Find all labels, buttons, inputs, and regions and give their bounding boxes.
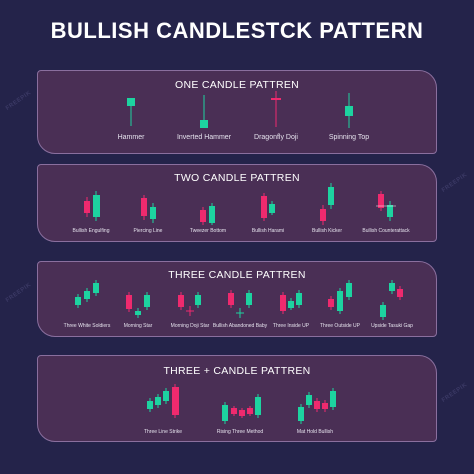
candle-body bbox=[269, 204, 275, 213]
page-title: BULLISH CANDLESTCK PATTERN bbox=[50, 18, 424, 43]
candle-body bbox=[163, 391, 169, 401]
candle-body bbox=[147, 401, 153, 409]
candle-body bbox=[380, 305, 386, 317]
candle-body bbox=[200, 120, 208, 128]
candle-body bbox=[389, 283, 395, 291]
candle-body bbox=[155, 397, 161, 405]
pattern-label-mat-hold-bullish: Mat Hold Bullish bbox=[296, 429, 334, 435]
candle-body bbox=[93, 283, 99, 293]
candle-body bbox=[314, 401, 320, 409]
candle-body bbox=[150, 207, 156, 219]
candle-body bbox=[328, 299, 334, 307]
candle-body bbox=[387, 205, 393, 217]
pattern-label-inverted-hammer: Inverted Hammer bbox=[176, 134, 232, 141]
candle-body bbox=[288, 301, 294, 308]
pattern-label-morning-star: Morning Star bbox=[123, 323, 153, 329]
candle-body bbox=[127, 98, 135, 106]
candle-body bbox=[239, 410, 245, 416]
candle-body bbox=[328, 187, 334, 205]
candle-body bbox=[330, 391, 336, 407]
two-candle-chart bbox=[84, 183, 396, 225]
candle-body bbox=[93, 195, 100, 217]
pattern-label-three-inside-up: Three Inside UP bbox=[272, 323, 310, 329]
candle-body bbox=[296, 293, 302, 305]
pattern-label-bullish-counterattack: Bullish Counterattack bbox=[362, 228, 410, 234]
candle-body bbox=[346, 283, 352, 297]
pattern-label-dragonfly-doji: Dragonfly Doji bbox=[254, 134, 298, 141]
candle-body bbox=[126, 295, 132, 309]
pattern-label-three-outside-up: Three Outside UP bbox=[319, 323, 361, 329]
pattern-label-three-white-soldiers: Three White Soldiers bbox=[63, 323, 111, 329]
candle-body bbox=[195, 295, 201, 305]
three-candle-panel: THREE CANDLE PATTREN Three White Soldier… bbox=[37, 261, 437, 337]
watermark: FREEPIK bbox=[440, 382, 469, 404]
pattern-label-upside-tasuki-gap: Upside Tasuki Gap bbox=[371, 323, 413, 329]
one-candle-chart bbox=[127, 91, 353, 128]
three-plus-candle-chart bbox=[147, 384, 336, 424]
candle-body bbox=[135, 311, 141, 315]
panel-title: THREE + CANDLE PATTREN bbox=[163, 365, 311, 377]
watermark: FREEPIK bbox=[4, 90, 33, 112]
candle-body bbox=[209, 206, 215, 223]
candle-body bbox=[306, 395, 312, 405]
panel-title: THREE CANDLE PATTREN bbox=[168, 269, 306, 281]
candle-body bbox=[255, 397, 261, 415]
pattern-label-rising-three-method: Rising Three Method bbox=[216, 429, 264, 435]
pattern-label-three-line-strike: Three Line Strike bbox=[143, 429, 183, 435]
pattern-label-bullish-abandoned-baby: Bullish Abandoned Baby bbox=[212, 323, 268, 329]
pattern-label-spinning-top: Spinning Top bbox=[328, 134, 370, 141]
pattern-label-hammer: Hammer bbox=[117, 134, 145, 141]
candle-body bbox=[84, 201, 90, 213]
panel-title: ONE CANDLE PATTREN bbox=[174, 79, 300, 91]
candle-body bbox=[246, 293, 252, 305]
two-candle-panel: TWO CANDLE PATTREN Bullish Engulfing Pie… bbox=[37, 164, 437, 242]
panel-title: TWO CANDLE PATTREN bbox=[174, 172, 300, 184]
three-plus-candle-panel: THREE + CANDLE PATTREN Three Line Strike… bbox=[37, 355, 437, 442]
candle-body bbox=[337, 291, 343, 311]
candle-body bbox=[320, 209, 326, 221]
pattern-label-morning-doji-star: Morning Doji Star bbox=[170, 323, 210, 329]
candle-body bbox=[280, 295, 286, 311]
candle-body bbox=[397, 289, 403, 297]
candle-body bbox=[141, 198, 147, 216]
candle-body bbox=[172, 387, 179, 415]
candle-body bbox=[84, 291, 90, 299]
candle-body bbox=[261, 196, 267, 218]
candle-body bbox=[231, 408, 237, 414]
candle-body bbox=[200, 210, 206, 222]
candle-body bbox=[228, 293, 234, 305]
pattern-label-bullish-harami: Bullish Harami bbox=[251, 228, 285, 234]
candle-body bbox=[178, 295, 184, 307]
three-candle-chart bbox=[75, 280, 403, 320]
pattern-label-bullish-kicker: Bullish Kicker bbox=[311, 228, 343, 234]
candle-body bbox=[222, 405, 228, 421]
watermark: FREEPIK bbox=[4, 282, 33, 304]
candle-body bbox=[345, 106, 353, 116]
candle-body bbox=[322, 403, 328, 409]
pattern-label-bullish-engulfing: Bullish Engulfing bbox=[72, 228, 110, 234]
candle-body bbox=[378, 194, 384, 208]
candle-body bbox=[75, 297, 81, 305]
pattern-label-piercing-line: Piercing Line bbox=[133, 228, 163, 234]
candle-body bbox=[144, 295, 150, 307]
candle-body bbox=[271, 98, 281, 100]
candle-body bbox=[247, 408, 253, 414]
candle-body bbox=[298, 407, 304, 421]
watermark: FREEPIK bbox=[440, 172, 469, 194]
one-candle-panel: ONE CANDLE PATTREN Hammer Inverted Hamme… bbox=[37, 70, 437, 154]
pattern-label-tweezer-bottom: Tweezer Bottom bbox=[189, 228, 227, 234]
